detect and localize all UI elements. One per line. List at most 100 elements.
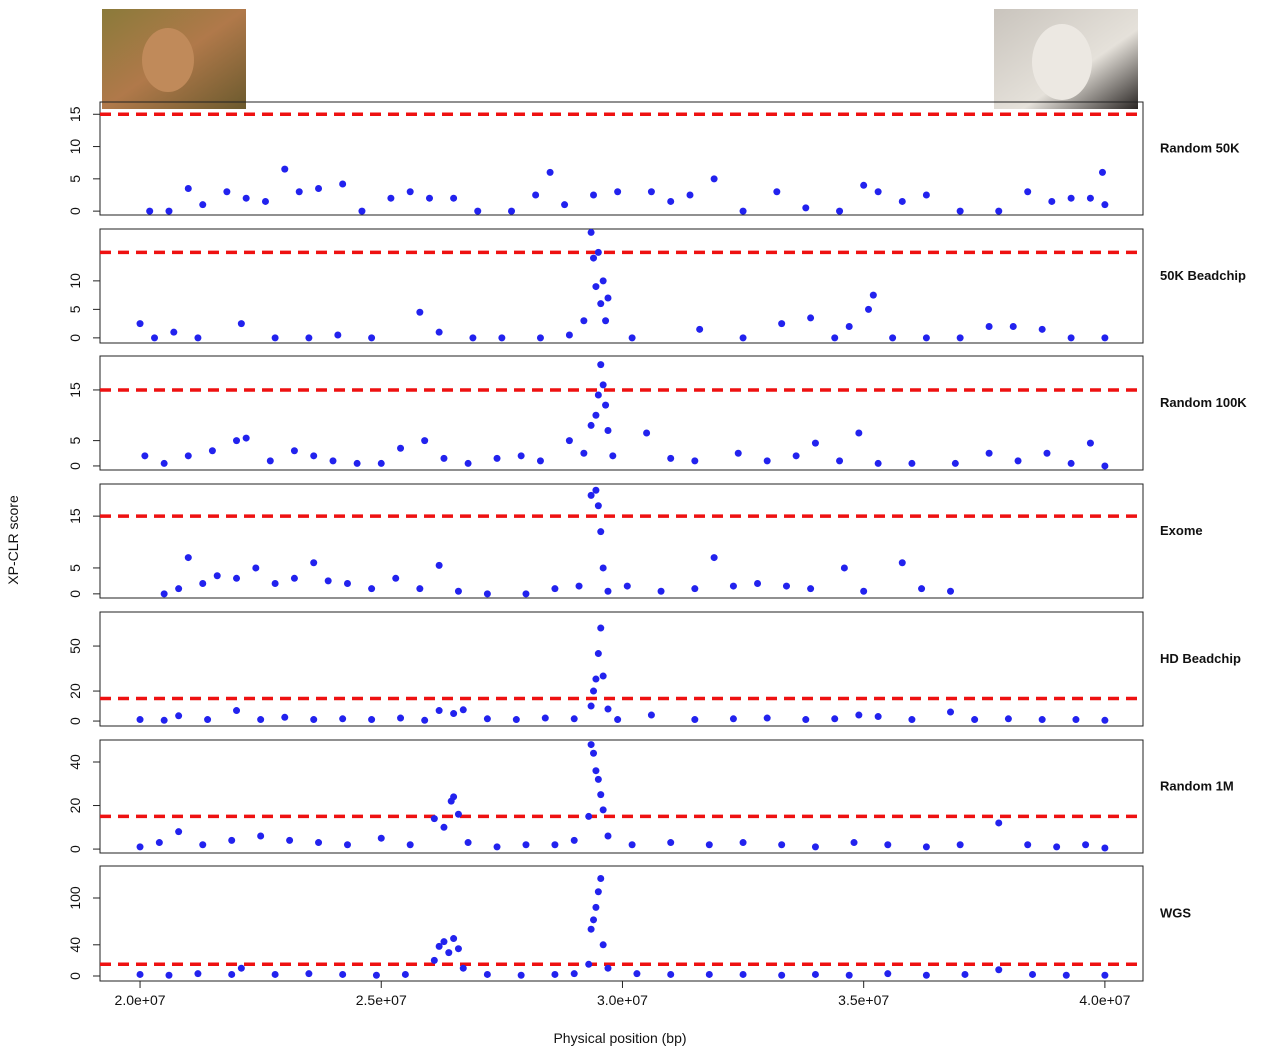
y-tick-label: 50: [67, 638, 83, 654]
point: [604, 587, 612, 595]
point: [565, 437, 573, 445]
point: [228, 836, 236, 844]
point: [647, 711, 655, 719]
point: [281, 713, 289, 721]
point: [587, 228, 595, 236]
point: [237, 964, 245, 972]
point: [435, 561, 443, 569]
point: [353, 459, 361, 467]
point: [884, 841, 892, 849]
point: [450, 710, 458, 718]
point: [836, 457, 844, 465]
x-tick-label: 2.5e+07: [356, 992, 407, 1008]
point: [469, 334, 477, 342]
point: [271, 334, 279, 342]
point: [898, 197, 906, 205]
point: [604, 294, 612, 302]
point: [628, 334, 636, 342]
y-tick-label: 0: [67, 590, 83, 598]
point: [290, 574, 298, 582]
point: [310, 716, 318, 724]
point: [667, 197, 675, 205]
point: [587, 925, 595, 933]
point: [597, 791, 605, 799]
point: [271, 579, 279, 587]
point: [811, 439, 819, 447]
point: [845, 971, 853, 979]
point: [850, 839, 858, 847]
point: [146, 207, 154, 215]
y-tick-label: 40: [67, 754, 83, 770]
point: [604, 964, 612, 972]
point: [599, 564, 607, 572]
point: [170, 328, 178, 336]
panel-title: HD Beadchip: [1160, 651, 1241, 666]
x-tick-label: 2.0e+07: [115, 992, 166, 1008]
point: [1067, 334, 1075, 342]
point: [696, 325, 704, 333]
point: [401, 970, 409, 978]
point: [585, 812, 593, 820]
point: [522, 590, 530, 598]
point: [136, 320, 144, 328]
point: [643, 429, 651, 437]
point: [343, 841, 351, 849]
point: [416, 308, 424, 316]
panel-frame: [99, 228, 1144, 344]
point: [590, 687, 598, 695]
point: [802, 204, 810, 212]
point: [223, 188, 231, 196]
x-tick-label: 3.0e+07: [597, 992, 648, 1008]
y-tick-label: 0: [67, 462, 83, 470]
point: [397, 444, 405, 452]
point: [763, 457, 771, 465]
point: [242, 194, 250, 202]
point: [199, 579, 207, 587]
point: [623, 582, 631, 590]
point: [184, 452, 192, 460]
point: [233, 707, 241, 715]
y-tick-label: 5: [67, 564, 83, 572]
point: [739, 970, 747, 978]
point: [315, 185, 323, 193]
point: [647, 188, 655, 196]
point: [425, 194, 433, 202]
point: [860, 587, 868, 595]
y-tick-label: 0: [67, 207, 83, 215]
point: [136, 843, 144, 851]
point: [778, 971, 786, 979]
point: [1043, 449, 1051, 457]
panel-frame: [99, 739, 1144, 854]
point: [587, 741, 595, 749]
point: [729, 715, 737, 723]
point: [406, 188, 414, 196]
point: [459, 964, 467, 972]
point: [343, 579, 351, 587]
point: [435, 328, 443, 336]
point: [1029, 970, 1037, 978]
point: [536, 334, 544, 342]
point: [334, 331, 342, 339]
point: [590, 254, 598, 262]
point: [522, 841, 530, 849]
point: [184, 554, 192, 562]
point: [194, 334, 202, 342]
y-tick-label: 20: [67, 683, 83, 699]
point: [604, 832, 612, 840]
point: [667, 970, 675, 978]
point: [739, 334, 747, 342]
point: [242, 434, 250, 442]
point: [1086, 194, 1094, 202]
point: [493, 843, 501, 851]
y-tick-label: 0: [67, 845, 83, 853]
point: [508, 207, 516, 215]
point: [710, 554, 718, 562]
point: [657, 587, 665, 595]
point: [995, 966, 1003, 974]
point: [199, 201, 207, 209]
point: [922, 191, 930, 199]
point: [450, 194, 458, 202]
point: [310, 452, 318, 460]
sheep-head: [1032, 24, 1092, 100]
point: [956, 841, 964, 849]
